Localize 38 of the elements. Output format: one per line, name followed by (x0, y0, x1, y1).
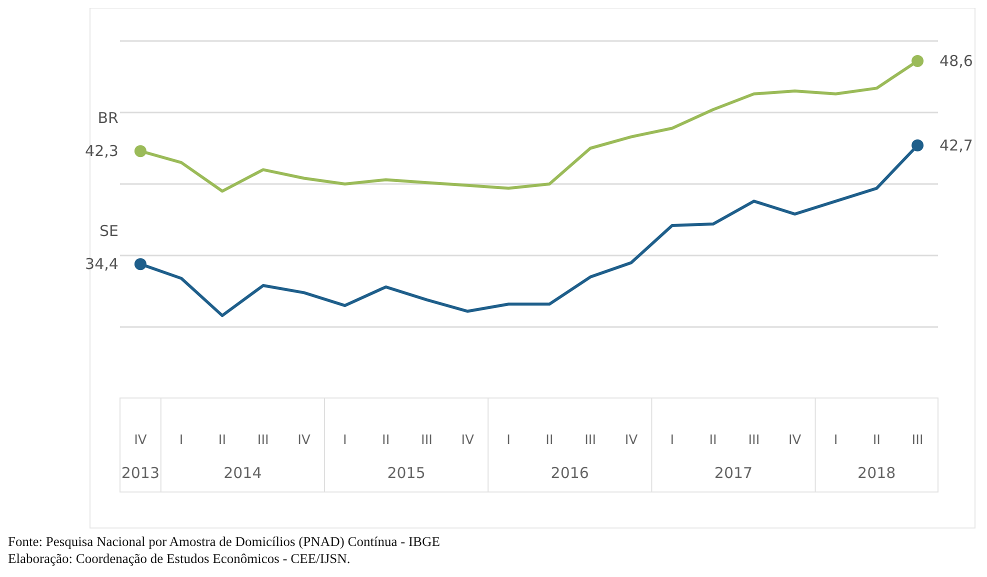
source-note: Fonte: Pesquisa Nacional por Amostra de Domicílios (PNAD) Contínua - IBGE (8, 534, 440, 549)
x-tick-label: I (670, 433, 674, 448)
text: 2017 (714, 464, 753, 482)
x-tick-label: I (343, 433, 347, 448)
point (912, 55, 924, 68)
x-tick-label: I (506, 433, 510, 448)
x-tick-label: IV (461, 433, 474, 448)
x-tick-label: I (179, 433, 184, 448)
data-label: 34,4 (85, 255, 118, 274)
x-tick-label: III (584, 433, 596, 448)
x-tick-label: IV (624, 433, 638, 448)
x-tick-label: II (872, 433, 880, 448)
series-label: BR (98, 109, 118, 128)
x-tick-label: II (382, 433, 390, 448)
point (912, 139, 924, 152)
text: 2014 (224, 464, 262, 482)
text: 2016 (550, 464, 589, 482)
x-tick-label: III (748, 433, 760, 448)
text: 2015 (387, 464, 426, 482)
x-tick-label: IV (788, 433, 802, 448)
x-tick-label: II (546, 433, 554, 448)
series-label: SE (99, 222, 118, 240)
x-tick-label: III (420, 433, 433, 448)
x-tick-label: III (912, 433, 924, 448)
data-label: 48,6 (940, 52, 973, 70)
x-tick-label: IV (134, 433, 147, 448)
x-tick-label: IV (298, 433, 311, 448)
x-tick-label: I (834, 433, 838, 448)
point (134, 258, 146, 270)
text: 2018 (858, 464, 896, 482)
point (134, 145, 146, 158)
data-label: 42,7 (940, 136, 973, 154)
x-tick-label: II (709, 433, 717, 448)
x-tick-label: III (257, 433, 269, 448)
text: Elaboração: Coordenação de Estudos Econômicos - CEE/IJSN. (8, 551, 350, 566)
x-tick-label: II (218, 433, 226, 448)
text: 2013 (121, 464, 160, 482)
data-label: 42,3 (85, 142, 118, 160)
